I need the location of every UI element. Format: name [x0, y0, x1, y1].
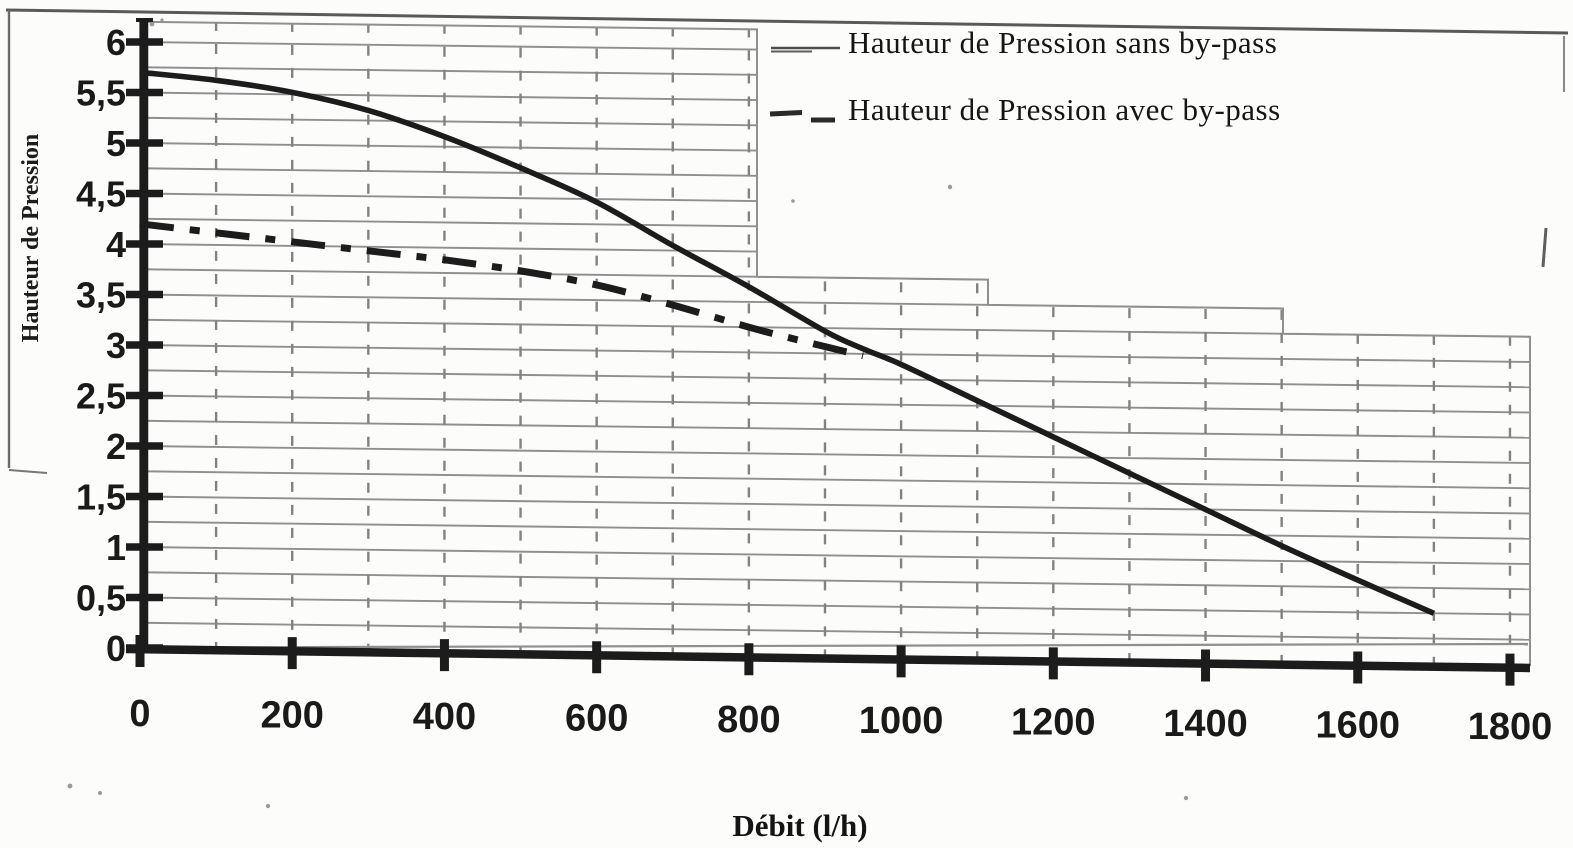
- h-gridline: [140, 192, 1530, 212]
- y-tick-label: 3: [106, 325, 126, 366]
- h-gridline: [140, 344, 1530, 363]
- x-tick-label: 1600: [1315, 705, 1400, 747]
- legend-label-sans-bypass: Hauteur de Pression sans by-pass: [848, 25, 1277, 60]
- grid: [140, 21, 1530, 665]
- y-tick-label: 3,5: [76, 275, 126, 316]
- x-tick-label: 1200: [1011, 702, 1096, 744]
- y-tick-label: 2: [106, 426, 126, 467]
- y-tick-label: 4,5: [76, 174, 126, 215]
- y-tick-label: 2,5: [76, 376, 126, 417]
- x-axis-line: [125, 644, 1531, 673]
- scan-specks: [67, 18, 1189, 809]
- h-gridline: [140, 520, 1530, 540]
- h-gridline: [140, 167, 1530, 187]
- y-axis-title: Hauteur de Pression: [18, 134, 44, 342]
- grid-patch-outline: [139, 20, 1531, 666]
- h-gridline: [140, 621, 1530, 641]
- y-tick-label: 0,5: [76, 578, 126, 619]
- x-tick-label: 1000: [859, 700, 944, 742]
- x-tick-label: 400: [413, 696, 476, 738]
- y-tick-label: 0: [106, 628, 126, 669]
- y-tick-label: 1: [106, 527, 126, 568]
- h-gridline: [140, 445, 1530, 464]
- x-tick-label: 600: [565, 697, 628, 739]
- h-gridline: [140, 293, 1530, 313]
- h-gridline: [140, 571, 1530, 591]
- x-tick-label: 1800: [1468, 706, 1553, 748]
- legend: Hauteur de Pression sans by-pass Hauteur…: [769, 25, 1281, 127]
- y-tick-label: 4: [106, 224, 126, 265]
- h-gridline: [140, 596, 1530, 616]
- h-gridline: [140, 419, 1530, 439]
- h-gridline: [140, 66, 1530, 86]
- tick-labels: 0 0,5 1 1,5 2 2,5 3 3,5 4 4,5 5 5,5 6 0 200 400 600 800 10…: [76, 22, 1552, 748]
- h-gridline: [140, 495, 1530, 515]
- curve-avec-bypass: [139, 220, 864, 360]
- h-gridline: [140, 369, 1530, 389]
- y-tick-label: 6: [106, 22, 126, 63]
- data-curves: [139, 69, 1435, 616]
- y-tick-label: 5: [106, 123, 126, 164]
- h-gridline: [140, 41, 1530, 60]
- x-axis-title: Débit (l/h): [732, 808, 867, 843]
- h-gridline: [140, 546, 1530, 565]
- y-tick-label: 1,5: [76, 477, 126, 518]
- x-tick-label: 0: [129, 693, 150, 735]
- x-tick-label: 800: [717, 699, 780, 741]
- axes: [125, 18, 1531, 686]
- y-tick-label: 5,5: [76, 73, 126, 114]
- h-gridline: [140, 142, 1530, 161]
- zero-gridline: [139, 642, 1529, 649]
- scan-page-border: [5, 8, 1569, 809]
- legend-line-dashdot-icon: [769, 110, 803, 117]
- h-gridline: [140, 470, 1530, 490]
- h-gridline: [140, 394, 1530, 414]
- x-tick-label: 1400: [1163, 703, 1248, 745]
- legend-entry-avec-bypass: Hauteur de Pression avec by-pass: [769, 92, 1281, 127]
- curve-sans-bypass: [139, 69, 1435, 616]
- scan-stray-mark: [1541, 227, 1548, 268]
- h-gridline: [140, 217, 1530, 237]
- legend-entry-sans-bypass: Hauteur de Pression sans by-pass: [771, 25, 1277, 60]
- legend-label-avec-bypass: Hauteur de Pression avec by-pass: [848, 92, 1281, 127]
- x-tick-label: 200: [261, 694, 324, 736]
